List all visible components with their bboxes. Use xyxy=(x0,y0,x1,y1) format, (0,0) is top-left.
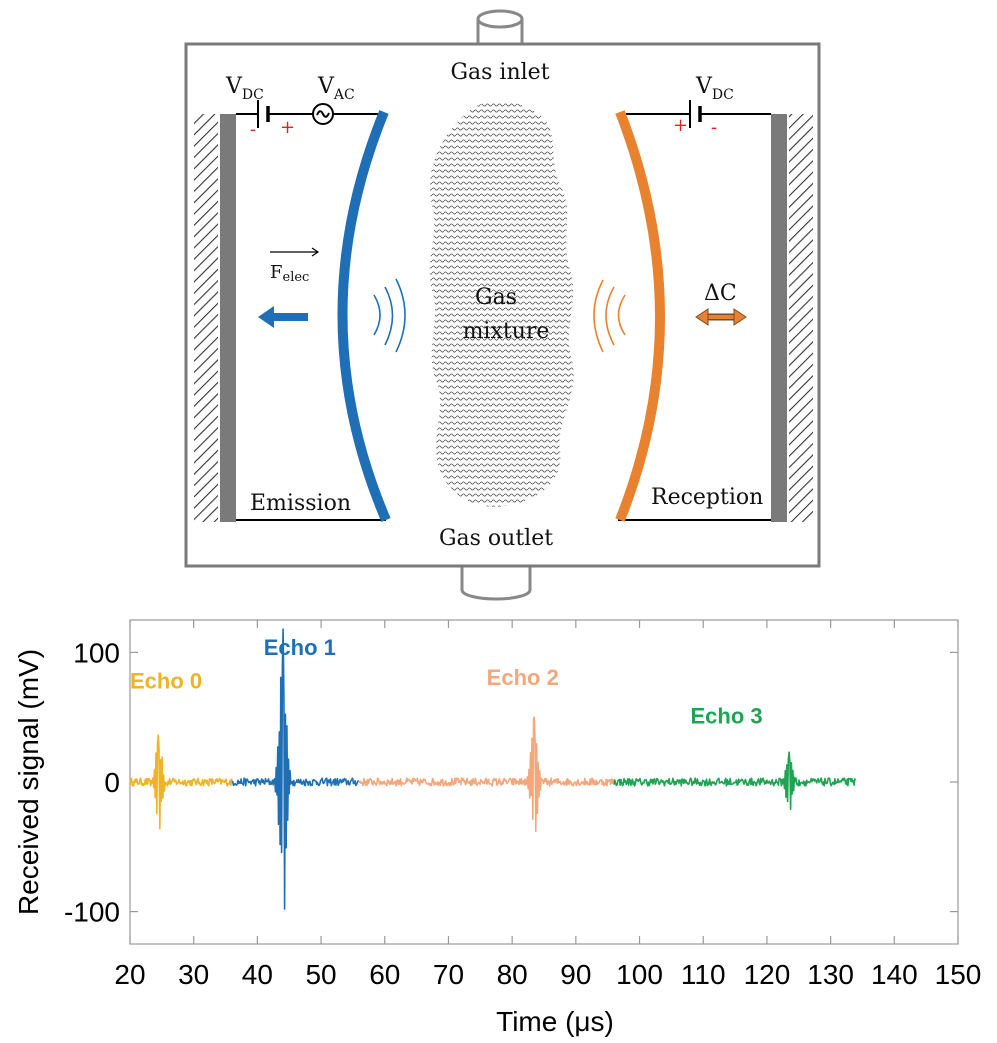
delta-c-double-arrow xyxy=(695,308,747,326)
left-back-electrode xyxy=(220,114,236,522)
force-arrow xyxy=(258,306,308,328)
gas-inlet-label: Gas inlet xyxy=(450,60,549,85)
series-line xyxy=(231,628,359,910)
chamber-frame xyxy=(184,42,821,568)
series-label: Echo 3 xyxy=(690,704,762,729)
echo-signal-chart: 100 0 -100 20 30 40 50 60 70 80 90 100 110 120 130 140… xyxy=(13,619,981,1037)
gas-outlet-pipe xyxy=(460,566,532,601)
x-tick-label: 120 xyxy=(744,959,791,990)
right-back-electrode xyxy=(771,114,787,522)
x-tick-label: 80 xyxy=(497,959,528,990)
y-tick-label: 100 xyxy=(73,637,120,668)
emission-sound-waves xyxy=(373,278,406,353)
x-tick-label: 150 xyxy=(935,959,982,990)
emission-circuit xyxy=(236,100,380,128)
x-tick-label: 130 xyxy=(807,959,854,990)
emission-label: Emission xyxy=(250,491,351,516)
vdc-right-label: VDC xyxy=(695,74,734,103)
x-tick-label: 20 xyxy=(114,959,145,990)
reception-membrane xyxy=(615,110,665,522)
x-tick-label: 90 xyxy=(560,959,591,990)
right-hatched-wall xyxy=(789,114,813,522)
felec-vector-arrow xyxy=(270,247,320,257)
x-tick-label: 70 xyxy=(433,959,464,990)
gas-outlet-label: Gas outlet xyxy=(439,526,553,551)
reception-circuit xyxy=(626,100,771,128)
x-axis-ticks: 20 30 40 50 60 70 80 90 100 110 120 130 140 150 xyxy=(114,620,981,990)
x-tick-label: 50 xyxy=(305,959,336,990)
series-label: Echo 2 xyxy=(487,665,559,690)
y-axis-ticks: 100 0 -100 xyxy=(64,637,958,928)
reception-label: Reception xyxy=(651,485,763,510)
right-plus-sign: + xyxy=(673,115,688,136)
right-minus-sign: - xyxy=(711,117,717,138)
x-axis-title: Time (μs) xyxy=(496,1006,614,1037)
signal-series xyxy=(129,628,857,910)
series-line xyxy=(129,734,233,830)
left-hatched-wall xyxy=(194,114,218,522)
y-axis-title: Received signal (mV) xyxy=(13,649,44,915)
series-line xyxy=(613,751,857,810)
left-plus-sign: + xyxy=(280,117,295,138)
series-line xyxy=(358,716,615,832)
left-minus-sign: - xyxy=(250,119,256,140)
x-tick-label: 140 xyxy=(871,959,918,990)
x-tick-label: 60 xyxy=(369,959,400,990)
vac-label: VAC xyxy=(317,74,355,103)
series-label: Echo 0 xyxy=(130,669,202,694)
gas-mixture-label-line2: mixture xyxy=(463,319,550,344)
x-tick-label: 110 xyxy=(681,959,726,990)
x-tick-label: 100 xyxy=(616,959,663,990)
series-label: Echo 1 xyxy=(264,635,336,660)
y-tick-label: -100 xyxy=(64,897,120,928)
gas-mixture-label-line1: Gas xyxy=(475,285,517,310)
y-tick-label: 0 xyxy=(104,767,120,798)
reception-sound-waves xyxy=(593,279,626,353)
device-diagram: Gas inlet Gas outlet VDC VAC VDC - + + -… xyxy=(184,9,821,601)
emission-membrane xyxy=(337,110,391,522)
echo-labels: Echo 0 Echo 1 Echo 2 Echo 3 xyxy=(130,635,763,729)
vdc-left-label: VDC xyxy=(225,74,264,103)
gas-mixture-cloud xyxy=(429,100,574,507)
x-tick-label: 30 xyxy=(178,959,209,990)
gas-inlet-pipe xyxy=(476,9,524,44)
felec-label: Felec xyxy=(270,262,309,285)
delta-c-label: ΔC xyxy=(704,281,737,306)
x-tick-label: 40 xyxy=(242,959,273,990)
